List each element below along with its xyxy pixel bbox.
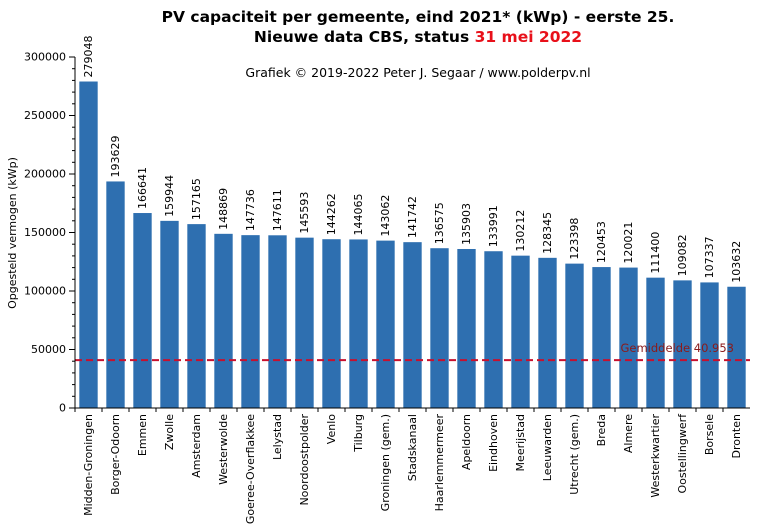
x-tick-label: Eindhoven [487, 414, 500, 472]
y-tick-label: 100000 [24, 285, 66, 298]
bar [241, 235, 260, 408]
bar-value-label: 193629 [109, 135, 122, 177]
bar [376, 240, 395, 408]
bar-value-label: 120021 [622, 222, 635, 264]
y-tick-label: 300000 [24, 51, 66, 64]
bar-value-label: 107337 [703, 236, 716, 278]
chart-subtitle: Nieuwe data CBS, status 31 mei 2022 [254, 28, 582, 46]
bar-value-label: 147736 [244, 189, 257, 231]
bar [349, 239, 368, 408]
x-tick-label: Dronten [730, 414, 743, 459]
bar [619, 267, 638, 408]
x-tick-label: Westerkwartier [649, 414, 662, 498]
bar-value-label: 145593 [298, 192, 311, 234]
x-tick-label: Borsele [703, 414, 716, 455]
bar-value-label: 147611 [271, 189, 284, 231]
y-tick-label: 250000 [24, 109, 66, 122]
bar-value-label: 143062 [379, 195, 392, 237]
x-tick-label: Tilburg [352, 414, 365, 453]
bar [511, 255, 530, 408]
x-tick-label: Breda [595, 414, 608, 446]
y-tick-label: 50000 [31, 343, 66, 356]
y-tick-label: 200000 [24, 168, 66, 181]
bar-value-label: 123398 [568, 218, 581, 260]
y-tick-label: 150000 [24, 226, 66, 239]
bar [484, 251, 503, 408]
x-tick-label: Lelystad [271, 414, 284, 460]
x-tick-label: Meerijstad [514, 414, 527, 471]
bar [214, 233, 233, 408]
bar-value-label: 128345 [541, 212, 554, 254]
bar [457, 248, 476, 408]
bar-value-label: 148869 [217, 188, 230, 230]
bar-value-label: 279048 [82, 36, 95, 78]
bar [268, 235, 287, 408]
bar-value-label: 144065 [352, 193, 365, 235]
bar-value-label: 166641 [136, 167, 149, 209]
x-tick-label: Oostellingwerf [676, 413, 689, 494]
bar-value-label: 130212 [514, 210, 527, 252]
plot-area: 279048 Midden-Groningen 193629 Borger-Odoor… [24, 36, 750, 524]
x-tick-label: Utrecht (gem.) [568, 414, 581, 495]
x-tick-label: Zwolle [163, 414, 176, 450]
x-tick-label: Westerwolde [217, 414, 230, 485]
x-tick-label: Stadskanaal [406, 414, 419, 481]
bar [565, 263, 584, 408]
bar [700, 282, 719, 408]
y-tick-label: 0 [59, 402, 66, 415]
bar-value-label: 141742 [406, 196, 419, 238]
x-tick-label: Venlo [325, 414, 338, 444]
subtitle-date: 31 mei 2022 [475, 28, 582, 46]
bar [322, 239, 341, 408]
bar [106, 181, 125, 408]
bar [430, 248, 449, 408]
bar-value-label: 111400 [649, 232, 662, 274]
bar [79, 81, 98, 408]
average-label: Gemiddelde 40.953 [620, 341, 734, 355]
bar [592, 267, 611, 408]
x-tick-label: Emmen [136, 414, 149, 456]
bar-value-label: 144262 [325, 193, 338, 235]
bar-value-label: 135903 [460, 203, 473, 245]
bar-value-label: 136575 [433, 202, 446, 244]
bar-value-label: 103632 [730, 241, 743, 283]
bar-value-label: 133991 [487, 205, 500, 247]
x-tick-label: Noordoostpolder [298, 414, 311, 506]
bar-value-label: 157165 [190, 178, 203, 220]
x-tick-label: Apeldoorn [460, 414, 473, 470]
y-axis-label: Opgesteld vermogen (kWp) [6, 157, 19, 309]
x-tick-label: Groningen (gem.) [379, 414, 392, 511]
bar-value-label: 159944 [163, 175, 176, 217]
x-tick-label: Amsterdam [190, 414, 203, 478]
bar-value-label: 109082 [676, 234, 689, 276]
bar [673, 280, 692, 408]
chart-credit: Grafiek © 2019-2022 Peter J. Segaar / ww… [245, 65, 590, 80]
bar [727, 286, 746, 408]
bar-value-label: 120453 [595, 221, 608, 263]
x-tick-label: Midden-Groningen [82, 414, 95, 516]
bar [187, 224, 206, 408]
x-tick-label: Leeuwarden [541, 414, 554, 481]
subtitle-prefix: Nieuwe data CBS, status [254, 28, 475, 46]
bar [160, 220, 179, 408]
x-tick-label: Goeree-Overflakkee [244, 414, 257, 524]
bar [538, 257, 557, 408]
x-tick-label: Almere [622, 414, 635, 453]
bar [295, 237, 314, 408]
x-tick-label: Borger-Odoorn [109, 414, 122, 495]
x-tick-label: Haarlemmermeer [433, 414, 446, 512]
bar [403, 242, 422, 408]
chart-title: PV capaciteit per gemeente, eind 2021* (… [162, 8, 675, 26]
bar [646, 277, 665, 408]
bar [133, 213, 152, 408]
